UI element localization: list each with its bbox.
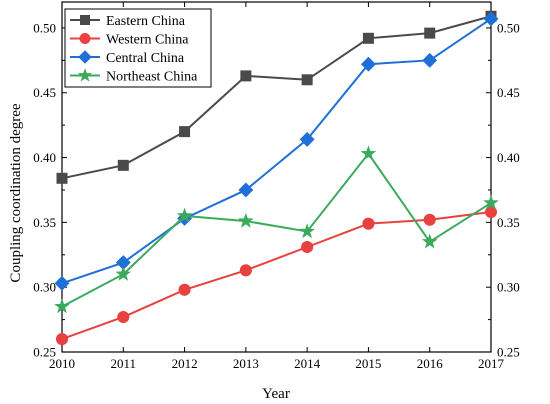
- y-tick-label-left: 0.25: [33, 345, 56, 360]
- data-point-eastern-china: [56, 172, 68, 184]
- x-tick-label: 2010: [49, 356, 75, 371]
- data-point-central-china: [238, 182, 254, 198]
- x-tick-label: 2016: [417, 356, 444, 371]
- data-point-eastern-china: [362, 32, 374, 44]
- data-point-western-china: [301, 240, 314, 254]
- legend-label-northeast-china: Northeast China: [106, 70, 198, 85]
- y-tick-label-right: 0.30: [497, 280, 520, 295]
- data-point-northeast-china: [483, 194, 499, 210]
- y-tick-label-left: 0.35: [33, 215, 56, 230]
- x-axis-title: Year: [262, 386, 290, 402]
- y-axis-title: Coupling coordination degree: [8, 103, 24, 282]
- data-point-central-china: [361, 56, 376, 72]
- data-point-eastern-china: [117, 159, 129, 171]
- y-tick-label-left: 0.50: [33, 20, 56, 35]
- data-point-western-china: [55, 332, 69, 346]
- legend-label-western-china: Western China: [106, 33, 189, 48]
- y-tick-label-right: 0.40: [497, 150, 520, 165]
- x-tick-label: 2015: [355, 356, 381, 371]
- legend-marker-western-china: [79, 33, 91, 44]
- data-point-northeast-china: [54, 298, 70, 314]
- data-point-central-china: [483, 11, 499, 27]
- data-point-northeast-china: [299, 223, 315, 239]
- data-point-eastern-china: [240, 70, 252, 82]
- y-tick-label-right: 0.50: [497, 20, 520, 35]
- data-point-western-china: [117, 310, 130, 324]
- y-tick-label-left: 0.45: [33, 85, 56, 100]
- data-point-eastern-china: [301, 74, 313, 86]
- legend-marker-central-china: [78, 50, 92, 64]
- data-point-western-china: [423, 213, 436, 226]
- series-line-eastern-china: [61, 15, 492, 180]
- legend-marker-northeast-china: [77, 68, 93, 82]
- legend-label-eastern-china: Eastern China: [106, 14, 186, 29]
- data-point-western-china: [362, 217, 375, 230]
- data-point-western-china: [239, 264, 252, 277]
- data-point-northeast-china: [176, 207, 193, 223]
- legend: Eastern China Western China Central China N…: [64, 8, 212, 88]
- data-point-eastern-china: [424, 27, 436, 39]
- data-point-northeast-china: [238, 212, 254, 228]
- x-tick-label: 2014: [294, 356, 321, 371]
- legend-label-central-china: Central China: [106, 51, 185, 66]
- data-point-western-china: [484, 205, 498, 219]
- legend-marker-eastern-china: [80, 15, 90, 25]
- series-line-northeast-china: [61, 151, 492, 308]
- x-tick-label: 2017: [478, 356, 505, 371]
- series-line-central-china: [61, 18, 492, 285]
- x-tick-label: 2011: [111, 356, 137, 371]
- data-point-eastern-china: [179, 126, 191, 138]
- data-point-western-china: [178, 283, 191, 296]
- y-tick-label-left: 0.40: [33, 150, 56, 165]
- y-tick-label-right: 0.25: [497, 345, 520, 360]
- x-tick-label: 2012: [172, 356, 198, 371]
- x-tick-label: 2013: [233, 356, 259, 371]
- series-central-china: [54, 11, 499, 291]
- data-point-northeast-china: [360, 145, 377, 161]
- data-point-central-china: [54, 275, 70, 291]
- data-point-central-china: [115, 255, 131, 270]
- data-point-northeast-china: [115, 265, 132, 281]
- series-western-china: [55, 205, 498, 346]
- data-point-central-china: [422, 52, 438, 68]
- data-point-northeast-china: [421, 233, 438, 249]
- data-point-central-china: [299, 131, 315, 147]
- y-tick-label-right: 0.35: [497, 215, 520, 230]
- series-northeast-china: [54, 145, 499, 314]
- y-tick-label-left: 0.30: [33, 280, 56, 295]
- series-group: [54, 10, 499, 346]
- series-line-western-china: [61, 211, 492, 340]
- y-tick-label-right: 0.45: [497, 85, 520, 100]
